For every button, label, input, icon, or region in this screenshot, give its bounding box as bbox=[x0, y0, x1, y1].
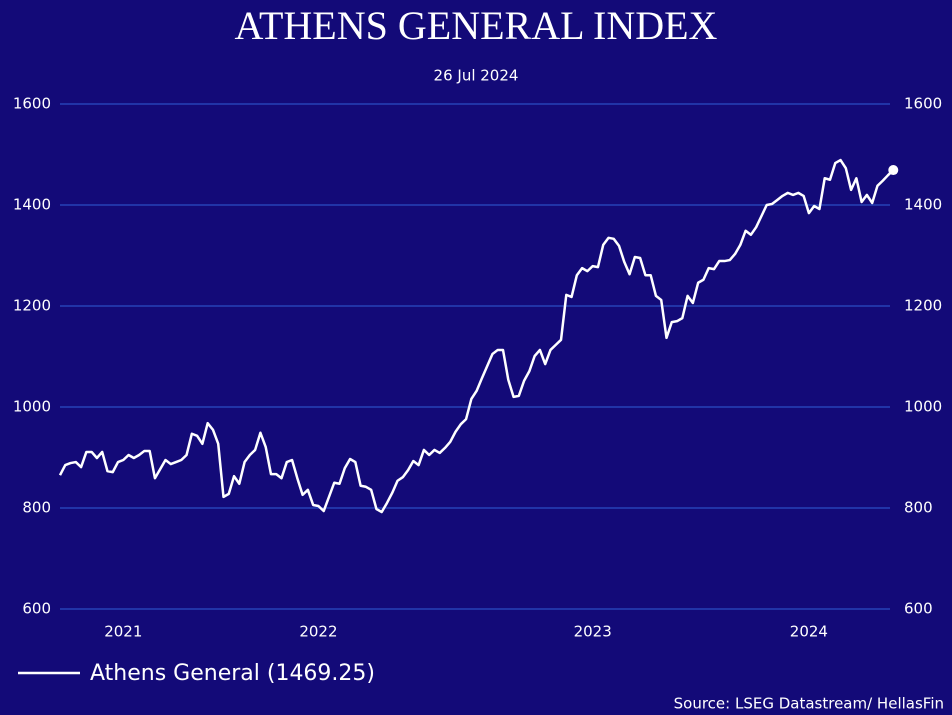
y2-tick-label: 1200 bbox=[904, 297, 942, 315]
y2-tick-label: 1000 bbox=[904, 398, 942, 416]
series-line bbox=[58, 158, 895, 514]
source-note: Source: LSEG Datastream/ HellasFin bbox=[674, 695, 944, 713]
y2-tick-label: 800 bbox=[904, 499, 933, 517]
x-tick-label: 2021 bbox=[104, 623, 142, 641]
y2-tick-label: 1400 bbox=[904, 196, 942, 214]
y-tick-label: 1600 bbox=[13, 95, 51, 113]
y2-tick-label: 1600 bbox=[904, 95, 942, 113]
y2-tick-label: 600 bbox=[904, 600, 933, 618]
y-tick-label: 600 bbox=[22, 600, 51, 618]
x-tick-label: 2023 bbox=[574, 623, 612, 641]
legend-label: Athens General (1469.25) bbox=[90, 661, 375, 686]
y-tick-label: 1000 bbox=[13, 398, 51, 416]
y-tick-label: 800 bbox=[22, 499, 51, 517]
chart-title: ATHENS GENERAL INDEX bbox=[235, 3, 718, 48]
y-tick-label: 1400 bbox=[13, 196, 51, 214]
x-tick-label: 2022 bbox=[299, 623, 337, 641]
y-tick-label: 1200 bbox=[13, 297, 51, 315]
end-marker bbox=[888, 165, 899, 176]
chart-subtitle: 26 Jul 2024 bbox=[434, 67, 519, 85]
x-tick-label: 2024 bbox=[790, 623, 828, 641]
